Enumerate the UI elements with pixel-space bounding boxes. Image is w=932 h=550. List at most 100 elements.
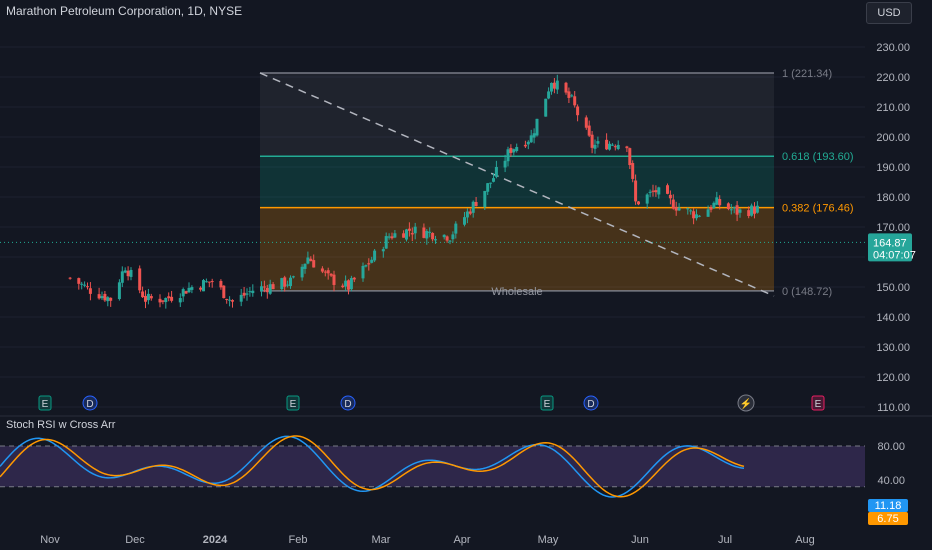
candle[interactable] <box>204 278 208 283</box>
candle[interactable] <box>202 278 205 292</box>
dividend-marker[interactable]: D <box>583 395 599 411</box>
candle[interactable] <box>494 160 498 179</box>
candle[interactable] <box>471 200 475 218</box>
candle[interactable] <box>312 254 316 268</box>
candle[interactable] <box>555 74 559 94</box>
candle[interactable] <box>149 293 153 301</box>
candle[interactable] <box>306 251 310 265</box>
candle[interactable] <box>103 290 107 302</box>
candle[interactable] <box>329 273 333 278</box>
candle[interactable] <box>657 186 661 199</box>
candle[interactable] <box>164 297 168 309</box>
candle[interactable] <box>381 246 385 258</box>
candle[interactable] <box>86 282 89 290</box>
candle[interactable] <box>628 147 632 170</box>
candle[interactable] <box>465 208 469 224</box>
candle[interactable] <box>407 222 411 237</box>
candle[interactable] <box>413 222 417 240</box>
candle[interactable] <box>486 182 490 196</box>
candle[interactable] <box>271 282 275 290</box>
candle[interactable] <box>535 118 539 137</box>
candle[interactable] <box>544 98 548 117</box>
candle[interactable] <box>248 286 252 297</box>
candle[interactable] <box>97 287 101 300</box>
candle[interactable] <box>289 275 292 289</box>
candle[interactable] <box>178 293 182 307</box>
candle[interactable] <box>129 267 133 281</box>
dividend-marker[interactable]: D <box>340 395 356 411</box>
candle[interactable] <box>523 140 527 149</box>
candle[interactable] <box>671 194 675 210</box>
candle[interactable] <box>141 286 145 298</box>
candle[interactable] <box>506 146 510 167</box>
candle[interactable] <box>184 290 188 294</box>
candle[interactable] <box>468 208 472 216</box>
candle[interactable] <box>503 154 507 173</box>
candle[interactable] <box>231 299 234 308</box>
price-axis[interactable]: 230.00 220.00 210.00 200.00 190.00 180.00 170.… <box>876 42 910 414</box>
event-markers[interactable]: E D E D E D ⚡ E <box>38 394 825 412</box>
candle[interactable] <box>645 193 649 209</box>
candle[interactable] <box>367 258 371 271</box>
candle[interactable] <box>431 232 435 242</box>
candle[interactable] <box>384 232 388 249</box>
candle[interactable] <box>689 209 693 215</box>
candle[interactable] <box>199 286 203 292</box>
candle[interactable] <box>532 128 536 144</box>
candle[interactable] <box>361 262 365 282</box>
candle[interactable] <box>352 276 356 283</box>
candle[interactable] <box>547 87 551 100</box>
candle[interactable] <box>515 143 519 153</box>
candle[interactable] <box>422 223 426 239</box>
candle[interactable] <box>735 201 739 222</box>
split-marker[interactable]: ⚡ <box>737 394 755 412</box>
candle[interactable] <box>726 202 730 211</box>
candle[interactable] <box>596 136 600 148</box>
candle[interactable] <box>512 148 516 156</box>
candle[interactable] <box>283 275 287 292</box>
earnings-marker[interactable]: E <box>286 395 300 411</box>
candle[interactable] <box>442 234 446 240</box>
candle[interactable] <box>692 208 696 225</box>
candle[interactable] <box>489 182 493 189</box>
candle[interactable] <box>712 201 716 209</box>
candle[interactable] <box>666 183 669 195</box>
candle[interactable] <box>425 229 429 245</box>
candle[interactable] <box>190 285 194 294</box>
candle[interactable] <box>573 91 577 108</box>
candle[interactable] <box>729 204 733 215</box>
candle[interactable] <box>445 235 449 243</box>
candle[interactable] <box>509 144 513 157</box>
candle[interactable] <box>738 208 742 218</box>
candle[interactable] <box>187 282 191 294</box>
dividend-marker[interactable]: D <box>82 395 98 411</box>
candle[interactable] <box>300 264 304 281</box>
candle[interactable] <box>550 82 553 95</box>
currency-button[interactable]: USD <box>866 2 912 24</box>
candle[interactable] <box>434 235 437 244</box>
time-axis[interactable]: Nov Dec 2024 Feb Mar Apr May Jun Jul Aug <box>40 534 815 546</box>
candle[interactable] <box>158 294 162 308</box>
candle[interactable] <box>146 288 150 305</box>
candle[interactable] <box>625 145 629 153</box>
candle[interactable] <box>483 190 487 210</box>
candle[interactable] <box>265 284 269 299</box>
candle[interactable] <box>225 298 229 304</box>
candle[interactable] <box>697 214 701 218</box>
candle[interactable] <box>605 133 609 151</box>
candle[interactable] <box>262 280 266 293</box>
candle[interactable] <box>593 139 597 154</box>
candle[interactable] <box>170 290 174 303</box>
candle[interactable] <box>88 282 92 301</box>
candle[interactable] <box>474 196 478 207</box>
candle[interactable] <box>637 201 640 206</box>
candle[interactable] <box>584 115 588 130</box>
candle[interactable] <box>117 279 121 301</box>
candle[interactable] <box>303 263 307 274</box>
candle[interactable] <box>207 281 211 288</box>
earnings-marker[interactable]: E <box>38 395 52 411</box>
candle[interactable] <box>526 140 530 150</box>
fibonacci-retracement[interactable]: 1 (221.34) 0.618 (193.60) 0.382 (176.46) 0 … <box>259 68 854 298</box>
candle[interactable] <box>428 227 432 238</box>
earnings-marker[interactable]: E <box>811 395 825 411</box>
